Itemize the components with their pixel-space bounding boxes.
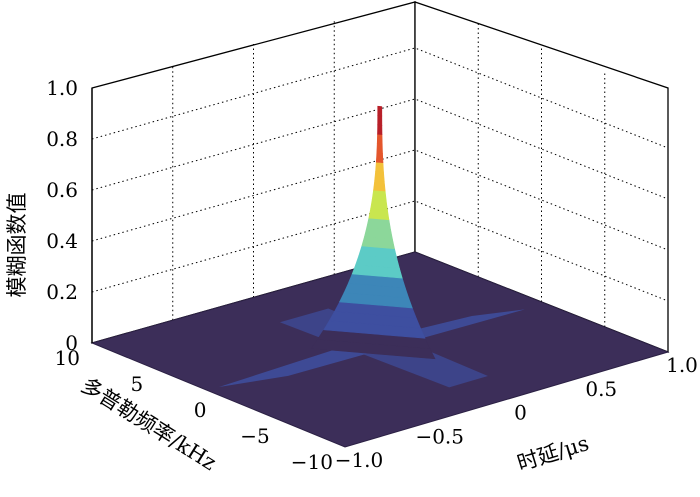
y-tick-label: 5: [131, 372, 144, 396]
z-tick-label: 0.2: [46, 280, 78, 304]
peak-band: [376, 133, 383, 145]
grid-lines: [91, 19, 669, 327]
x-tick-label: 0: [514, 401, 527, 425]
peak-band: [374, 171, 385, 182]
z-axis-label: 模糊函数值: [5, 193, 29, 298]
z-tick-label: 0.4: [46, 229, 78, 253]
axes-box: [91, 1, 669, 353]
peak-band: [371, 189, 387, 201]
x-axis-label: 时延/μs: [514, 431, 591, 475]
peak-band: [377, 115, 383, 126]
x-tick-label: −1.0: [335, 448, 384, 472]
x-tick-label: 1.0: [666, 353, 698, 377]
x-tick-label: 0.5: [585, 377, 617, 401]
peak-band: [377, 105, 383, 117]
peak-band: [373, 180, 386, 192]
peak-band: [377, 124, 383, 135]
peak-band: [375, 152, 384, 164]
x-tick-label: −0.5: [415, 424, 464, 448]
y-tick-labels: −10 −5 0 5 10: [55, 346, 333, 474]
y-tick-label: −10: [291, 450, 333, 474]
peak-band: [368, 208, 390, 221]
z-tick-label: 0: [65, 331, 78, 355]
y-tick-label: −5: [240, 424, 269, 448]
peak-surface: [310, 105, 436, 360]
z-tick-label: 1.0: [46, 76, 78, 100]
y-tick-label: 10: [55, 346, 80, 370]
y-tick-label: 0: [194, 398, 207, 422]
z-tick-label: 0.6: [46, 178, 78, 202]
peak-band: [376, 143, 383, 154]
x-tick-labels: −1.0 −0.5 0 0.5 1.0: [335, 353, 698, 472]
peak-band: [370, 199, 388, 211]
z-tick-labels: 0 0.2 0.4 0.6 0.8 1.0: [46, 76, 78, 355]
y-axis-label: 多普勒频率/kHz: [77, 373, 220, 475]
z-tick-label: 0.8: [46, 127, 78, 151]
peak-band: [375, 161, 384, 173]
